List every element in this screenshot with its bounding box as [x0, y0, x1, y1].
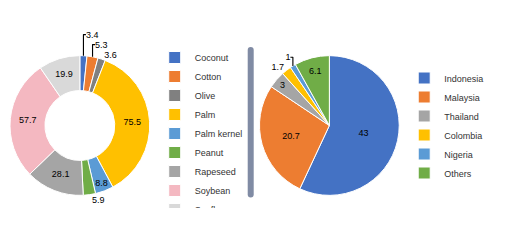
svg-text:5.3: 5.3 [95, 40, 108, 50]
svg-text:Coconut: Coconut [195, 53, 229, 63]
svg-text:19.9: 19.9 [55, 69, 73, 79]
svg-text:Nigeria: Nigeria [444, 150, 473, 160]
svg-text:1.7: 1.7 [271, 62, 284, 72]
svg-text:20.7: 20.7 [282, 131, 300, 141]
svg-text:43: 43 [358, 128, 368, 138]
svg-text:Others: Others [444, 169, 472, 179]
svg-text:57.7: 57.7 [19, 115, 37, 125]
svg-text:Thailand: Thailand [444, 112, 479, 122]
svg-text:8.8: 8.8 [95, 178, 108, 188]
svg-text:75.5: 75.5 [123, 117, 141, 127]
svg-text:Olive: Olive [195, 91, 216, 101]
svg-text:Peanut: Peanut [195, 148, 224, 158]
svg-text:3.6: 3.6 [104, 50, 117, 60]
svg-text:6.1: 6.1 [309, 66, 322, 76]
svg-text:Rapeseed: Rapeseed [195, 167, 236, 177]
svg-text:1: 1 [285, 52, 290, 62]
svg-text:Indonesia: Indonesia [444, 74, 483, 84]
svg-text:3.4: 3.4 [86, 30, 99, 40]
svg-text:5.9: 5.9 [92, 195, 105, 205]
svg-text:Cotton: Cotton [195, 72, 222, 82]
svg-text:Palm kernel: Palm kernel [195, 129, 243, 139]
svg-text:Colombia: Colombia [444, 131, 482, 141]
svg-text:Sunflower: Sunflower [195, 205, 235, 208]
svg-text:28.1: 28.1 [52, 169, 70, 179]
svg-text:3: 3 [280, 80, 285, 90]
svg-text:Palm: Palm [195, 110, 216, 120]
svg-text:Soybean: Soybean [195, 186, 231, 196]
svg-text:Malaysia: Malaysia [444, 93, 480, 103]
